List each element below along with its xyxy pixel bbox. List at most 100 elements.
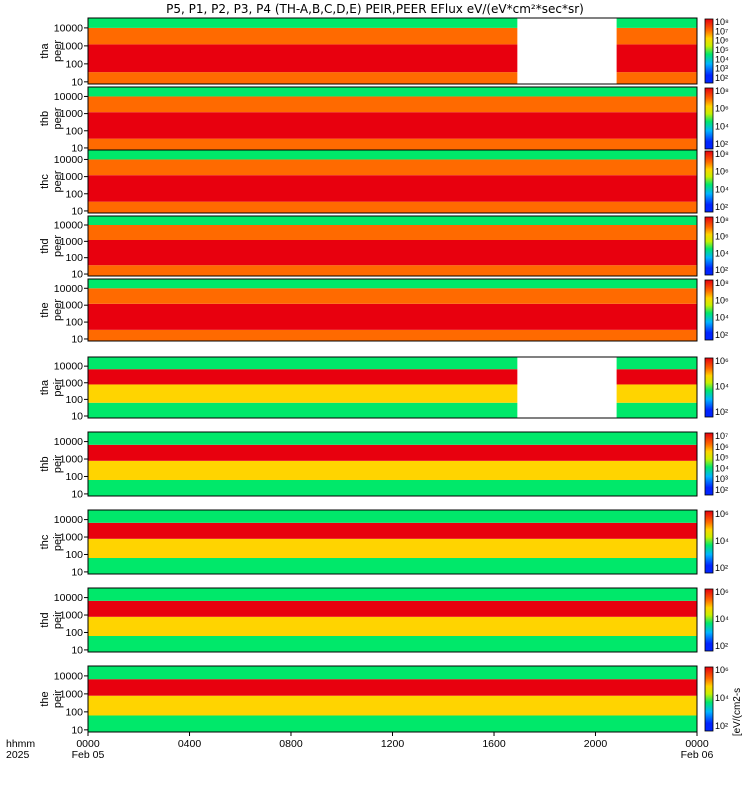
colorbar-tick-label: 10⁴ [715, 313, 729, 323]
y-tick-label: 10 [71, 411, 83, 423]
colorbar-tick-label: 10⁴ [715, 463, 729, 473]
x-tick-date: Feb 05 [72, 749, 105, 761]
colorbar [704, 150, 714, 213]
y-tick-label: 10000 [54, 514, 83, 526]
colorbar-tick-label: 10² [715, 563, 728, 573]
y-tick-label: 100 [65, 317, 83, 329]
colorbar [704, 18, 714, 84]
spectrogram-band [88, 18, 697, 28]
panel-species-label: peir [52, 378, 64, 397]
spectrogram-band [88, 695, 697, 716]
y-tick-label: 10000 [54, 436, 83, 448]
x-tick-label: 1600 [482, 738, 506, 750]
data-gap [517, 18, 617, 84]
colorbar-tick-label: 10⁶ [715, 442, 729, 452]
y-tick-label: 1000 [60, 610, 84, 622]
panel-species-label: peir [52, 532, 64, 551]
x-tick-label: 0000 [685, 738, 709, 750]
spectrogram-band [88, 225, 697, 240]
x-tick-label: 0800 [279, 738, 303, 750]
panel-species-label: peer [52, 40, 64, 62]
y-tick-label: 10000 [54, 22, 83, 34]
colorbar-tick-label: 10⁶ [715, 295, 729, 305]
panel-probe-label: tha [39, 42, 51, 58]
y-tick-label: 10 [71, 488, 83, 500]
panel-probe-label: thd [39, 612, 51, 627]
panel-frame [87, 356, 698, 419]
colorbar-tick-label: 10⁴ [715, 184, 729, 194]
y-tick-label: 10000 [54, 219, 83, 231]
y-tick-label: 1000 [60, 688, 84, 700]
y-tick-label: 100 [65, 394, 83, 406]
y-tick-label: 100 [65, 706, 83, 718]
colorbar-tick-label: 10³ [715, 64, 728, 74]
x-tick-label: 0000 [76, 738, 100, 750]
spectrogram-band [88, 588, 697, 601]
y-tick-label: 10000 [54, 361, 83, 373]
colorbar-tick-label: 10² [715, 721, 728, 731]
spectrogram-band [88, 265, 697, 276]
spectrogram-band [88, 279, 697, 289]
spectrogram-band [88, 679, 697, 696]
time-row-label: hhmm [6, 738, 35, 750]
y-tick-label: 10000 [54, 592, 83, 604]
colorbar-tick-label: 10⁶ [715, 509, 729, 519]
spectrogram-band [88, 538, 697, 558]
colorbar [704, 666, 714, 732]
x-tick-label: 1200 [381, 738, 405, 750]
colorbar-tick-label: 10² [715, 407, 728, 417]
colorbar-tick-label: 10⁶ [715, 356, 729, 366]
y-tick-label: 1000 [60, 40, 84, 52]
colorbar [704, 357, 714, 418]
colorbar-tick-label: 10² [715, 202, 728, 212]
y-tick-label: 100 [65, 549, 83, 561]
y-tick-label: 1000 [60, 454, 84, 466]
colorbar-tick-label: 10⁸ [715, 215, 729, 225]
spectrogram-band [88, 138, 697, 150]
colorbar-tick-label: 10⁴ [715, 382, 729, 392]
spectrogram-band [88, 159, 697, 176]
y-tick-label: 10 [71, 724, 83, 736]
spectrogram-band [88, 96, 697, 113]
panel-frame [87, 278, 698, 342]
panel-frame [87, 431, 698, 497]
panel-frame [87, 17, 698, 85]
colorbar-tick-label: 10⁴ [715, 54, 729, 64]
y-tick-label: 1000 [60, 171, 84, 183]
spectrogram-band [88, 216, 697, 225]
y-tick-label: 1000 [60, 108, 84, 120]
panel-probe-label: thc [39, 174, 51, 189]
panel-frame [87, 149, 698, 214]
y-tick-label: 10 [71, 205, 83, 217]
colorbar-tick-label: 10⁸ [715, 149, 729, 159]
spectrogram-band [88, 600, 697, 617]
panel-frame [87, 215, 698, 277]
spectrogram-band [88, 715, 697, 732]
colorbar-tick-label: 10⁵ [715, 45, 729, 55]
colorbar-tick-label: 10⁷ [715, 26, 728, 36]
spectrogram-band [88, 666, 697, 680]
spectrogram-band [88, 112, 697, 139]
spectrogram-band [88, 480, 697, 496]
panel-species-label: peir [52, 610, 64, 629]
spectrogram-band [88, 240, 697, 266]
panel-probe-label: tha [39, 379, 51, 395]
spectrogram-band [88, 72, 697, 84]
colorbar-tick-label: 10² [715, 139, 728, 149]
x-tick-label: 2000 [584, 738, 608, 750]
colorbar-tick-label: 10⁵ [715, 453, 729, 463]
y-tick-label: 10 [71, 76, 83, 88]
colorbar-tick-label: 10⁴ [715, 121, 729, 131]
colorbar-tick-label: 10⁴ [715, 536, 729, 546]
panel-probe-label: the [39, 691, 51, 706]
y-tick-label: 10000 [54, 670, 83, 682]
y-tick-label: 10000 [54, 91, 83, 103]
y-tick-label: 10 [71, 333, 83, 345]
panel-probe-label: thd [39, 238, 51, 253]
colorbar [704, 87, 714, 150]
y-tick-label: 1000 [60, 300, 84, 312]
panel-probe-label: thb [39, 456, 51, 471]
x-tick-label: 0400 [178, 738, 202, 750]
colorbar-tick-label: 10² [715, 330, 728, 340]
